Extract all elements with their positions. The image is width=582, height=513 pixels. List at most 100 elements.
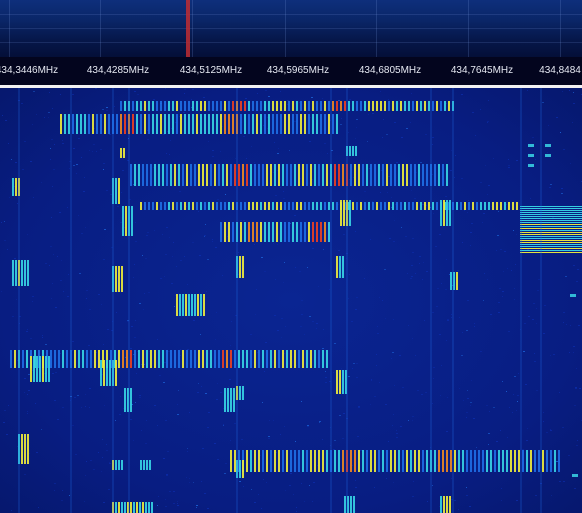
- vertical-trail: [452, 88, 454, 513]
- signal-burst-segment: [302, 450, 304, 472]
- noise-speck: [353, 177, 354, 178]
- signal-burst-segment: [192, 202, 194, 210]
- signal-burst-segment: [224, 202, 226, 210]
- noise-speck: [527, 428, 528, 429]
- noise-speck: [165, 506, 167, 507]
- signal-burst-segment: [276, 222, 278, 242]
- signal-burst-segment: [440, 101, 442, 111]
- noise-speck: [310, 117, 311, 118]
- packet-column: [115, 360, 117, 386]
- signal-burst-segment: [268, 101, 270, 111]
- noise-speck: [318, 286, 319, 287]
- frequency-marker[interactable]: [186, 0, 190, 86]
- noise-speck: [374, 487, 375, 488]
- noise-speck: [468, 200, 469, 201]
- signal-burst-segment: [200, 202, 202, 210]
- signal-burst-segment: [368, 202, 370, 210]
- noise-speck: [451, 499, 453, 500]
- signal-burst-segment: [144, 101, 146, 111]
- noise-speck: [355, 231, 356, 232]
- noise-speck: [273, 243, 274, 244]
- noise-speck: [537, 290, 539, 291]
- signal-burst-segment: [304, 222, 306, 242]
- noise-speck: [63, 291, 64, 292]
- noise-speck: [180, 260, 182, 261]
- noise-speck: [524, 323, 526, 324]
- signal-burst-segment: [426, 164, 428, 186]
- signal-burst-segment: [136, 101, 138, 111]
- noise-speck: [439, 234, 441, 235]
- signal-burst-segment: [130, 350, 132, 368]
- noise-speck: [192, 89, 194, 90]
- noise-speck: [483, 213, 485, 214]
- noise-speck: [491, 206, 492, 207]
- signal-burst-segment: [140, 114, 142, 134]
- signal-burst-segment: [418, 450, 420, 472]
- noise-speck: [18, 100, 20, 101]
- noise-speck: [165, 88, 166, 89]
- noise-speck: [27, 234, 28, 235]
- noise-speck: [530, 198, 531, 199]
- noise-speck: [5, 120, 7, 121]
- signal-burst-segment: [148, 202, 150, 210]
- signal-burst-segment: [526, 450, 528, 472]
- noise-speck: [186, 477, 187, 478]
- noise-speck: [12, 316, 14, 317]
- noise-speck: [525, 384, 527, 385]
- noise-speck: [358, 407, 360, 408]
- signal-burst-segment: [298, 350, 300, 368]
- noise-speck: [470, 402, 472, 403]
- signal-burst-segment: [392, 101, 394, 111]
- spectrum-grid-line: [9, 0, 10, 57]
- signal-burst-segment: [180, 101, 182, 111]
- signal-burst-segment: [94, 350, 96, 368]
- signal-burst-segment: [312, 202, 314, 210]
- noise-speck: [216, 312, 217, 313]
- signal-burst-segment: [290, 450, 292, 472]
- noise-speck: [411, 93, 412, 94]
- noise-speck: [191, 99, 192, 100]
- spectrum-panel[interactable]: [0, 0, 582, 57]
- noise-speck: [27, 329, 28, 330]
- noise-speck: [284, 353, 285, 354]
- packet-column: [346, 146, 348, 156]
- noise-speck: [295, 267, 296, 268]
- noise-speck: [376, 354, 377, 355]
- noise-speck: [570, 325, 571, 326]
- signal-burst-segment: [258, 450, 260, 472]
- noise-speck: [72, 341, 74, 342]
- packet-column: [339, 370, 341, 394]
- noise-speck: [26, 331, 28, 332]
- noise-speck: [139, 303, 141, 304]
- noise-speck: [30, 338, 32, 339]
- noise-speck: [536, 323, 537, 324]
- packet-column: [239, 256, 241, 278]
- noise-speck: [51, 298, 52, 299]
- signal-burst-segment: [244, 101, 246, 111]
- signal-burst-segment: [546, 450, 548, 472]
- packet-column: [12, 260, 14, 286]
- packet-column: [48, 356, 50, 382]
- noise-speck: [368, 114, 369, 115]
- noise-speck: [192, 242, 194, 243]
- noise-speck: [27, 394, 28, 395]
- noise-speck: [14, 186, 15, 187]
- noise-speck: [393, 414, 394, 415]
- signal-burst-segment: [336, 202, 338, 210]
- noise-speck: [536, 390, 538, 391]
- waterfall-display[interactable]: [0, 88, 582, 513]
- signal-burst-segment: [282, 164, 284, 186]
- noise-speck: [170, 140, 171, 141]
- packet-column: [130, 388, 132, 412]
- noise-speck: [440, 395, 441, 396]
- noise-speck: [520, 329, 521, 330]
- noise-speck: [189, 482, 190, 483]
- packet-column: [449, 200, 451, 226]
- noise-speck: [538, 279, 540, 280]
- noise-speck: [317, 465, 318, 466]
- noise-speck: [562, 91, 563, 92]
- signal-burst-segment: [140, 202, 142, 210]
- signal-burst-segment: [422, 164, 424, 186]
- noise-speck: [385, 404, 387, 405]
- noise-speck: [312, 501, 313, 502]
